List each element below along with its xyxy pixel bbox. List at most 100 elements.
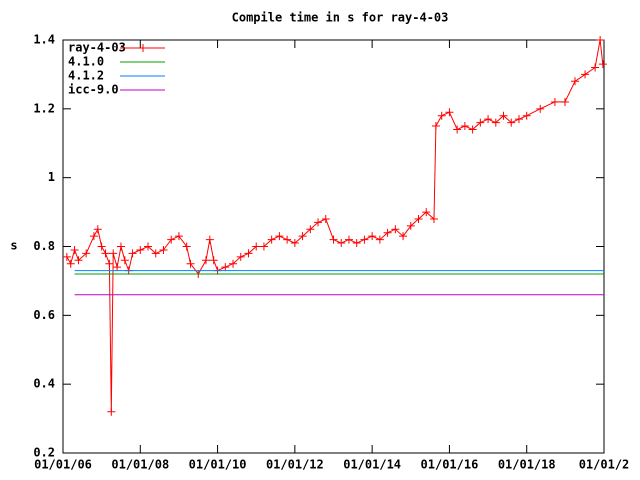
point-marker (82, 249, 91, 258)
point-marker (221, 263, 230, 272)
point-marker (182, 242, 191, 251)
point-marker (252, 242, 261, 251)
point-marker (236, 252, 245, 261)
point-marker (484, 115, 493, 124)
point-marker (97, 242, 106, 251)
point-marker (109, 249, 118, 258)
x-tick-label: 01/01/08 (111, 458, 169, 472)
y-tick-label: 0.2 (33, 446, 55, 460)
point-marker (306, 225, 315, 234)
point-marker (368, 232, 377, 241)
point-marker (344, 235, 353, 244)
point-marker (560, 97, 569, 106)
point-marker (314, 218, 323, 227)
point-marker (283, 235, 292, 244)
point-marker (581, 70, 590, 79)
point-marker (321, 214, 330, 223)
point-marker (476, 118, 485, 127)
point-marker (89, 232, 98, 241)
point-marker (329, 235, 338, 244)
point-marker (453, 125, 462, 134)
x-tick-label: 01/01/06 (34, 458, 92, 472)
point-marker (70, 245, 79, 254)
x-tick-label: 01/01/16 (421, 458, 479, 472)
y-axis-label: s (10, 239, 17, 253)
point-marker (259, 242, 268, 251)
y-tick-label: 1 (48, 170, 55, 184)
y-tick-label: 1.2 (33, 101, 55, 115)
chart-title: Compile time in s for ray-4-03 (232, 11, 449, 25)
point-marker (399, 232, 408, 241)
point-marker (136, 245, 145, 254)
point-marker (209, 256, 218, 265)
point-marker (445, 108, 454, 117)
point-marker (105, 259, 114, 268)
point-marker (422, 208, 431, 217)
point-marker (107, 407, 116, 416)
point-marker (229, 259, 238, 268)
y-tick-label: 0.6 (33, 308, 55, 322)
point-marker (267, 235, 276, 244)
point-marker (290, 239, 299, 248)
point-marker (74, 256, 83, 265)
y-tick-label: 0.4 (33, 377, 55, 391)
point-marker (298, 232, 307, 241)
point-marker (391, 225, 400, 234)
x-tick-label: 01/01/2 (579, 458, 630, 472)
x-tick-label: 01/01/10 (189, 458, 247, 472)
point-marker (205, 235, 214, 244)
point-marker (598, 60, 607, 69)
plot-border (62, 39, 605, 454)
point-marker (499, 111, 508, 120)
point-marker (151, 249, 160, 258)
point-marker (550, 97, 559, 106)
x-tick-label: 01/01/12 (266, 458, 324, 472)
point-marker (360, 235, 369, 244)
point-marker (66, 259, 75, 268)
point-marker (375, 235, 384, 244)
point-marker (431, 122, 440, 131)
point-marker (507, 118, 516, 127)
point-marker (174, 232, 183, 241)
point-marker (352, 239, 361, 248)
point-marker (429, 214, 438, 223)
point-marker (144, 242, 153, 251)
point-marker (159, 245, 168, 254)
point-marker (101, 249, 110, 258)
point-marker (62, 252, 71, 261)
point-marker (167, 235, 176, 244)
point-marker (383, 228, 392, 237)
point-marker (93, 225, 102, 234)
point-marker (514, 115, 523, 124)
point-marker (201, 256, 210, 265)
point-marker (414, 214, 423, 223)
y-tick-label: 0.8 (33, 239, 55, 253)
point-marker (591, 63, 600, 72)
point-marker (522, 111, 531, 120)
legend-marker (139, 44, 147, 52)
legend-label: 4.1.0 (68, 55, 104, 69)
x-tick-label: 01/01/18 (498, 458, 556, 472)
point-marker (491, 118, 500, 127)
x-tick-label: 01/01/14 (343, 458, 401, 472)
legend-label: ray-4-03 (68, 41, 126, 55)
point-marker (406, 221, 415, 230)
point-marker (186, 259, 195, 268)
point-marker (571, 77, 580, 86)
point-marker (113, 263, 122, 272)
point-marker (116, 242, 125, 251)
point-marker (596, 36, 605, 44)
y-tick-label: 1.4 (33, 33, 55, 47)
point-marker (437, 111, 446, 120)
point-marker (244, 249, 253, 258)
point-marker (337, 239, 346, 248)
legend-label: 4.1.2 (68, 69, 104, 83)
point-marker (128, 249, 137, 258)
point-marker (120, 256, 129, 265)
point-marker (468, 125, 477, 134)
point-marker (275, 232, 284, 241)
point-marker (536, 104, 545, 113)
point-marker (460, 122, 469, 131)
